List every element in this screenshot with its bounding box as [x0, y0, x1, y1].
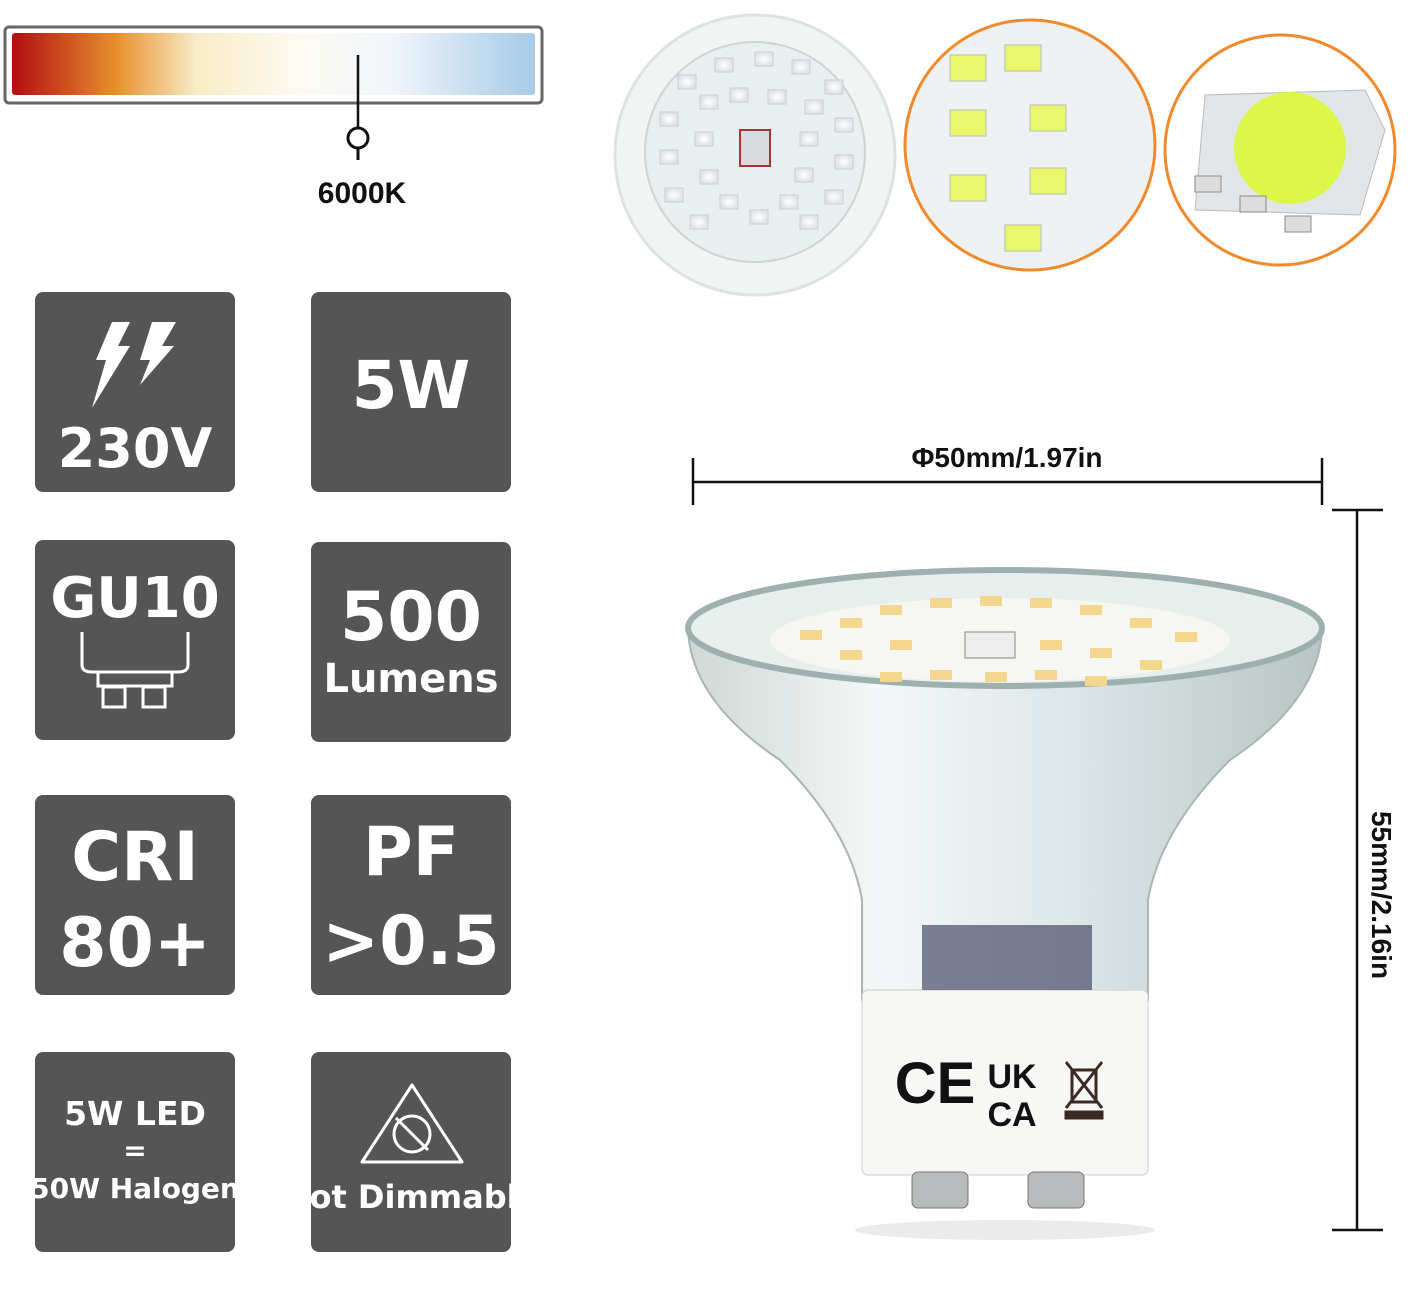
tile-text: Lumens [323, 656, 498, 702]
diameter-label: Φ50mm/1.97in [911, 442, 1102, 473]
voltage-icon [92, 322, 176, 408]
tile-text: 50W Halogen [30, 1172, 240, 1205]
tiles [35, 292, 511, 1252]
scale-gradient [12, 33, 535, 95]
detail-images [613, 13, 1397, 297]
base-icon [80, 632, 190, 709]
dimmer-icon [360, 1083, 464, 1164]
tile-text: 500 [340, 578, 482, 657]
tile [35, 540, 235, 740]
tile-text: CRI [71, 818, 199, 897]
tile [311, 542, 511, 742]
bulb [685, 567, 1325, 1240]
tile-text: = [123, 1134, 146, 1167]
ukca-mark: UK [987, 1058, 1037, 1096]
height-label: 55mm/2.16in [1366, 811, 1397, 979]
tile-text: Not Dimmable [283, 1178, 540, 1216]
ce-mark: CE [895, 1051, 976, 1116]
tile [35, 795, 235, 995]
tile [311, 292, 511, 492]
tile-text: 230V [58, 417, 213, 480]
tile-text: 5W LED [64, 1094, 206, 1133]
tile [311, 795, 511, 995]
tile [35, 1052, 235, 1252]
tile-text: GU10 [50, 566, 219, 631]
tile-text: PF [363, 813, 459, 892]
tile-text: 80+ [59, 904, 211, 983]
ukca-mark: CA [987, 1096, 1036, 1134]
tile [35, 292, 235, 492]
weee-icon [1064, 1061, 1104, 1120]
tile-text: >0.5 [322, 902, 499, 981]
scale-label: 6000K [318, 177, 407, 210]
dimension-lines [691, 458, 1383, 1232]
tile-text: 5W [352, 347, 471, 424]
scale-marker-dot [346, 126, 370, 150]
